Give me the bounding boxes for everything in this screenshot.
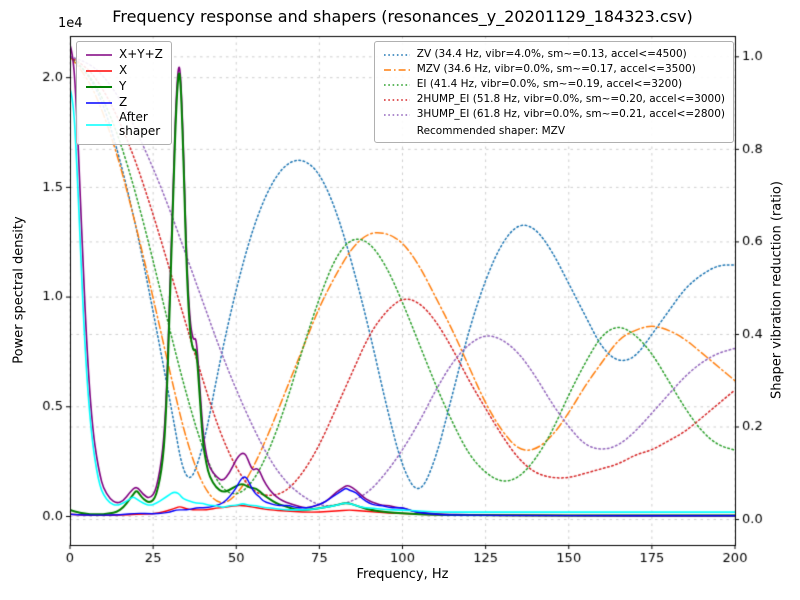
x-line-swatch	[86, 69, 112, 72]
after-shaper-line-swatch	[86, 123, 112, 126]
y-axis-label-right: Shaper vibration reduction (ratio)	[769, 181, 785, 399]
legend-item-label: 2HUMP_EI (51.8 Hz, vibr=0.0%, sm~=0.20, …	[416, 93, 725, 106]
legend-item-x-y-z: X+Y+Z	[85, 47, 163, 62]
legend-item-label: 3HUMP_EI (61.8 Hz, vibr=0.0%, sm~=0.21, …	[416, 108, 725, 121]
chart-title: Frequency response and shapers (resonanc…	[112, 7, 693, 26]
legend-item-label: X+Y+Z	[119, 46, 163, 61]
legend-item-zv: ZV (34.4 Hz, vibr=4.0%, sm~=0.13, accel<…	[383, 47, 725, 62]
2hump-ei-line-swatch	[383, 98, 410, 101]
legend-item-label: MZV (34.6 Hz, vibr=0.0%, sm~=0.17, accel…	[416, 63, 696, 76]
y-axis-label-left: Power spectral density	[11, 216, 27, 364]
recommended-shaper-note: Recommended shaper: MZV	[416, 125, 566, 137]
ei-line-swatch	[383, 83, 410, 86]
3hump-ei-line-swatch	[383, 113, 410, 116]
legend-item-label: EI (41.4 Hz, vibr=0.0%, sm~=0.19, accel<…	[416, 78, 683, 91]
zv-line-swatch	[383, 53, 410, 56]
legend-psd: X+Y+Z X Y Z After shaper	[76, 41, 172, 145]
x-y-z-line-swatch	[86, 53, 112, 56]
legend-item-label: Z	[119, 94, 128, 109]
legend-item-2hump-ei: 2HUMP_EI (51.8 Hz, vibr=0.0%, sm~=0.20, …	[383, 92, 725, 107]
mzv-line-swatch	[383, 68, 410, 71]
legend-item-y: Y	[85, 79, 163, 94]
legend-item-ei: EI (41.4 Hz, vibr=0.0%, sm~=0.19, accel<…	[383, 77, 725, 92]
legend-item-x: X	[85, 63, 163, 78]
legend-item-label: Y	[119, 78, 127, 93]
legend-item-3hump-ei: 3HUMP_EI (61.8 Hz, vibr=0.0%, sm~=0.21, …	[383, 107, 725, 122]
y-line-swatch	[86, 85, 112, 88]
legend-item-z: Z	[85, 95, 163, 110]
z-line-swatch	[86, 101, 112, 104]
legend-item-label: ZV (34.4 Hz, vibr=4.0%, sm~=0.13, accel<…	[416, 48, 687, 61]
legend-item-label: After shaper	[119, 110, 161, 138]
legend-item-mzv: MZV (34.6 Hz, vibr=0.0%, sm~=0.17, accel…	[383, 62, 725, 77]
legend-shapers: ZV (34.4 Hz, vibr=4.0%, sm~=0.13, accel<…	[373, 41, 734, 143]
legend-item-after-shaper: After shaper	[85, 110, 163, 139]
x-axis-label: Frequency, Hz	[356, 567, 449, 582]
y-axis-offset-text: 1e4	[58, 16, 83, 31]
legend-item-label: X	[119, 62, 128, 77]
